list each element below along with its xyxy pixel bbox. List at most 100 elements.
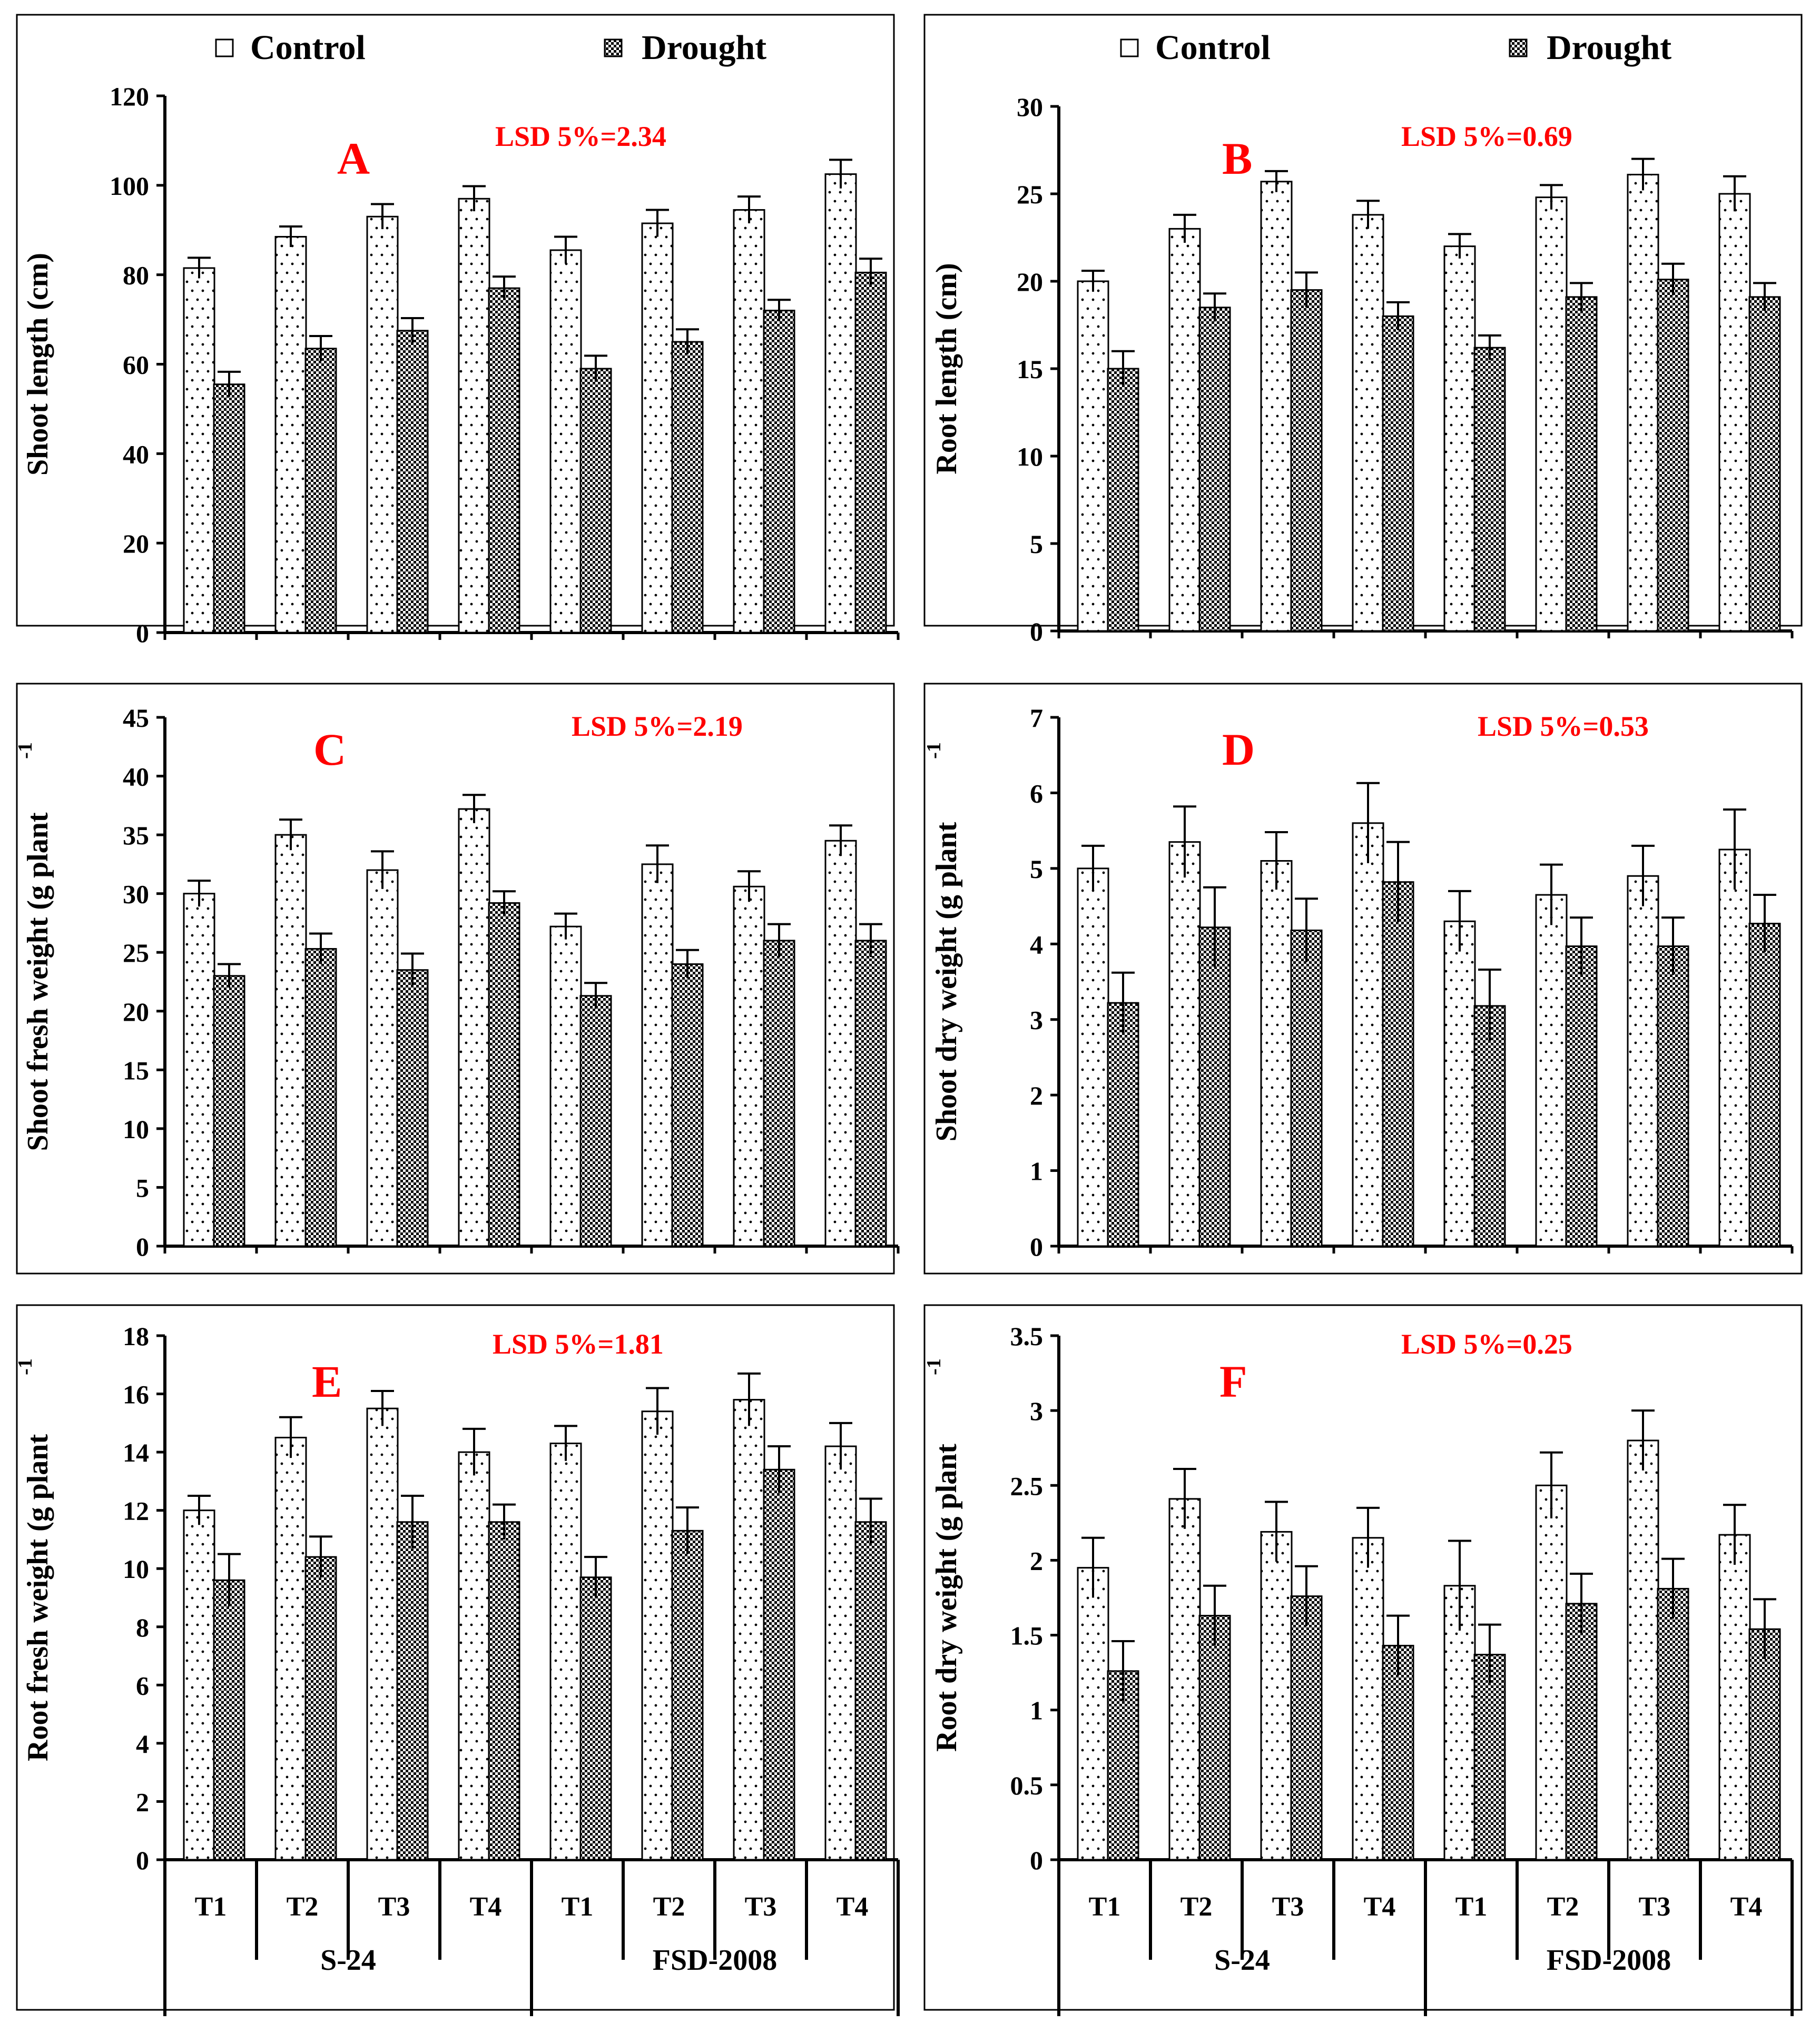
bar-drought-t2 (671, 341, 704, 634)
bar-control-t3 (733, 885, 765, 1247)
legend-swatch-control (1120, 38, 1139, 57)
bar-control-t3 (366, 869, 399, 1247)
bar-drought-t1 (579, 995, 612, 1247)
bar-drought-t4 (854, 271, 887, 634)
bar-control-t3 (1627, 875, 1659, 1247)
y-tick-label: 10 (123, 1554, 149, 1584)
bar-control-t4 (458, 198, 490, 634)
bar-control-t1 (1077, 280, 1109, 632)
bar-drought-t4 (1382, 881, 1414, 1247)
bar-control-t4 (1352, 822, 1384, 1247)
bar-control-t3 (1260, 1531, 1293, 1861)
legend-label-drought: Drought (1547, 28, 1671, 67)
bar-control-t4 (824, 1445, 857, 1861)
bar-control-t4 (1352, 1537, 1384, 1861)
lsd-annotation: LSD 5%=0.69 (1401, 121, 1572, 152)
panel-frame-a (16, 14, 895, 627)
bar-control-t4 (458, 1451, 490, 1861)
y-tick-label: 0 (136, 1232, 149, 1261)
chart-panel-b: 0 5 10 15 20 25 30 LSD 5%=0.69 B Root length (cm) (930, 92, 1794, 646)
y-tick-label: 7 (1030, 703, 1043, 733)
y-tick-label: 2 (1030, 1081, 1043, 1110)
bar-control-t3 (1627, 1439, 1659, 1861)
legend-swatch-drought (1509, 38, 1528, 57)
bar-control-t2 (1168, 228, 1201, 632)
y-tick-label: 10 (1017, 442, 1043, 471)
y-tick-label: 18 (123, 1321, 149, 1351)
category-label-t1: T1 (1089, 1892, 1121, 1922)
bar-drought-t2 (1198, 926, 1231, 1247)
bar-drought-t3 (396, 969, 429, 1247)
y-tick-label: 5 (1030, 529, 1043, 559)
bar-drought-t2 (1565, 945, 1598, 1247)
bar-drought-t3 (1290, 1595, 1323, 1861)
y-tick-label: 16 (123, 1380, 149, 1409)
bar-control-t1 (1077, 1567, 1109, 1861)
y-tick-label: 80 (123, 261, 149, 290)
bar-drought-t1 (213, 975, 245, 1247)
y-tick-label: 3.5 (1010, 1321, 1044, 1351)
panel-letter: C (313, 724, 346, 775)
y-tick-label: 0.5 (1010, 1771, 1044, 1800)
bar-drought-t3 (1657, 279, 1689, 632)
chart-panel-a: 0 20 40 60 80 100 120 LSD 5%=2.34 A Shoot length … (22, 82, 900, 648)
bar-control-t1 (183, 267, 215, 634)
bar-control-t2 (1168, 1498, 1201, 1861)
y-axis-label: Root fresh weight (g plant (22, 1434, 54, 1762)
y-tick-label: 15 (1017, 354, 1043, 384)
y-axis-label: Root length (cm) (930, 263, 963, 474)
category-label-t2: T2 (653, 1892, 685, 1922)
y-tick-label: 1 (1030, 1157, 1043, 1186)
y-tick-label: 2 (136, 1787, 149, 1817)
bar-drought-t2 (304, 348, 337, 634)
legend-label-control: Control (250, 28, 366, 67)
y-tick-label: 5 (136, 1173, 149, 1202)
category-label-t4: T4 (1364, 1892, 1396, 1922)
bar-drought-t4 (488, 902, 520, 1247)
group-label: S-24 (1214, 1944, 1270, 1977)
y-tick-label: 4 (1030, 930, 1043, 959)
bar-control-t2 (1535, 1484, 1568, 1861)
bar-drought-t1 (579, 1576, 612, 1861)
bar-control-t1 (549, 1443, 582, 1861)
y-tick-label: 40 (123, 762, 149, 792)
y-axis-label-superscript: -1 (923, 1358, 945, 1375)
y-tick-label: 1.5 (1010, 1621, 1044, 1651)
bar-control-t4 (1718, 1534, 1751, 1861)
panel-letter: A (337, 133, 370, 184)
lsd-annotation: LSD 5%=2.34 (495, 121, 666, 152)
panel-letter: E (312, 1356, 342, 1407)
bar-control-t4 (824, 840, 857, 1247)
legend-label-control: Control (1155, 28, 1271, 67)
bar-drought-t1 (1473, 347, 1506, 632)
bar-control-t1 (1443, 920, 1476, 1247)
y-tick-label: 2.5 (1010, 1471, 1044, 1501)
bar-control-t2 (641, 863, 674, 1247)
bar-drought-t3 (396, 1521, 429, 1861)
category-label-t2: T2 (1180, 1892, 1213, 1922)
bar-drought-t2 (671, 963, 704, 1247)
bar-drought-t2 (1565, 1603, 1598, 1861)
chart-panel-e: 0 2 4 6 8 10 12 14 16 18 LSD 5%=1.81 E Root fresh we… (14, 1321, 900, 2016)
bar-drought-t3 (763, 940, 795, 1247)
bar-drought-t3 (1657, 1587, 1689, 1861)
y-tick-label: 20 (123, 529, 149, 558)
bar-control-t4 (1718, 193, 1751, 632)
y-tick-label: 20 (123, 997, 149, 1027)
y-tick-label: 3 (1030, 1005, 1043, 1035)
bar-control-t2 (641, 222, 674, 634)
chart-panel-d: 0 1 2 3 4 5 6 7 LSD 5%=0.53 D Shoot dry weight (g … (923, 703, 1794, 1261)
bar-drought-t1 (1107, 368, 1139, 632)
bar-control-t3 (366, 215, 399, 634)
chart-panel-c: 0 5 10 15 20 25 30 35 40 45 LSD 5%=2.19 C Shoot fres… (14, 703, 900, 1261)
bar-drought-t3 (763, 310, 795, 634)
bar-control-t4 (1352, 214, 1384, 632)
bar-drought-t4 (1748, 296, 1781, 632)
bar-drought-t1 (1473, 1005, 1506, 1247)
y-tick-label: 8 (136, 1613, 149, 1642)
bar-drought-t4 (854, 1521, 887, 1861)
bar-control-t2 (274, 1436, 307, 1861)
panel-frame-d (923, 683, 1803, 1275)
bar-drought-t4 (488, 1521, 520, 1861)
panel-letter: B (1222, 133, 1252, 184)
